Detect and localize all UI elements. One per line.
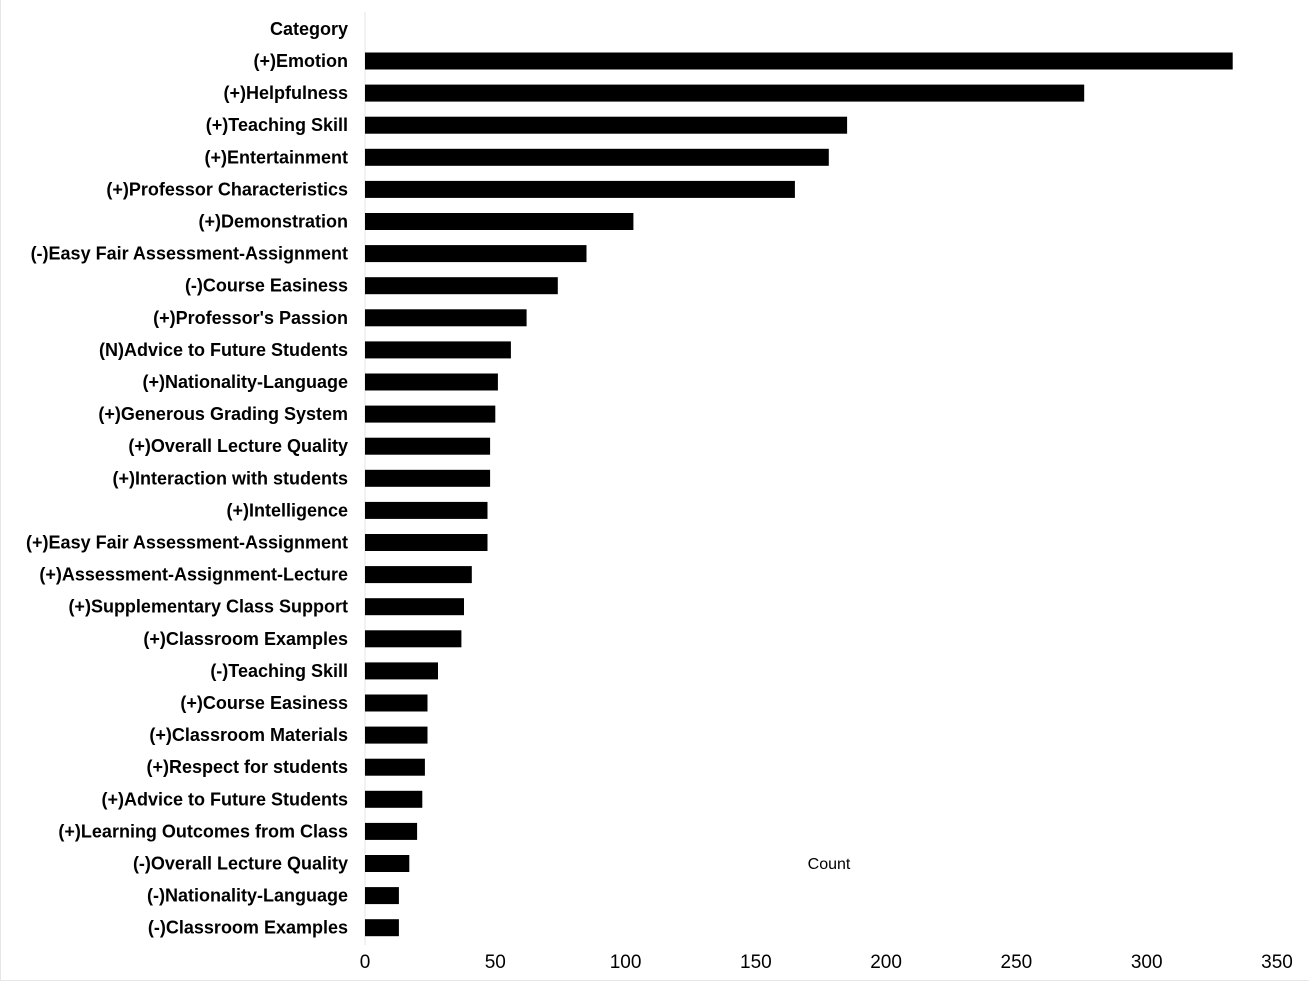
- category-label: (+)Demonstration: [198, 212, 348, 232]
- category-label: (-)Nationality-Language: [147, 886, 348, 906]
- bar: [365, 469, 491, 487]
- x-tick-label: 350: [1261, 952, 1293, 973]
- category-label: (+)Learning Outcomes from Class: [58, 821, 348, 841]
- category-label: (+)Emotion: [254, 51, 349, 71]
- bar: [365, 822, 418, 840]
- category-label: (-)Classroom Examples: [148, 918, 348, 938]
- bar: [365, 309, 527, 327]
- bar: [365, 277, 558, 295]
- x-tick-label: 100: [610, 952, 642, 973]
- bar: [365, 566, 472, 584]
- bar: [365, 213, 634, 230]
- bar: [365, 501, 488, 519]
- bar: [365, 919, 399, 937]
- bars-group: [365, 52, 1233, 937]
- category-label: (+)Helpfulness: [223, 83, 348, 103]
- bar: [365, 116, 848, 134]
- bar: [365, 405, 496, 423]
- bar: [365, 694, 428, 712]
- bar: [365, 630, 462, 648]
- category-label: (-)Teaching Skill: [210, 661, 348, 681]
- bar: [365, 855, 410, 872]
- bar: [365, 598, 464, 616]
- category-labels-group: (+)Emotion (+)Helpfulness (+)Teaching Skil…: [26, 51, 348, 938]
- bar: [365, 148, 829, 166]
- category-label: (+)Teaching Skill: [206, 115, 348, 135]
- category-label: (+)Generous Grading System: [98, 404, 348, 424]
- bar: [365, 52, 1233, 70]
- x-tick-label: 50: [485, 952, 506, 973]
- x-tick-label: 0: [360, 952, 371, 973]
- category-label: (-)Course Easiness: [185, 276, 348, 296]
- category-label: (+)Respect for students: [146, 757, 348, 777]
- bar: [365, 341, 511, 359]
- category-label: (+)Interaction with students: [112, 468, 348, 488]
- category-label: (+)Professor Characteristics: [106, 179, 348, 199]
- bar: [365, 662, 438, 680]
- category-label: (+)Assessment-Assignment-Lecture: [39, 565, 348, 585]
- bar: [365, 887, 399, 905]
- category-label: (-)Easy Fair Assessment-Assignment: [31, 244, 348, 264]
- category-label: (+)Overall Lecture Quality: [128, 436, 348, 456]
- category-label: (+)Classroom Examples: [143, 629, 348, 649]
- category-label: (+)Nationality-Language: [142, 372, 348, 392]
- category-header: Category: [270, 19, 348, 39]
- category-label: (-)Overall Lecture Quality: [133, 854, 348, 874]
- category-label: (+)Classroom Materials: [149, 725, 348, 745]
- category-label: (+)Easy Fair Assessment-Assignment: [26, 533, 348, 553]
- x-tick-label: 200: [870, 952, 902, 973]
- x-tick-labels-group: 0 50 100 150 200 250 300 350: [360, 952, 1293, 973]
- category-label: (+)Professor's Passion: [153, 308, 348, 328]
- bar: [365, 373, 498, 391]
- category-label: (+)Course Easiness: [180, 693, 348, 713]
- x-axis-title: Count: [808, 856, 851, 873]
- bar: [365, 245, 587, 263]
- x-tick-label: 300: [1131, 952, 1163, 973]
- bar: [365, 534, 488, 551]
- category-label: (+)Advice to Future Students: [101, 789, 348, 809]
- bar: [365, 758, 425, 776]
- x-tick-label: 150: [740, 952, 772, 973]
- bar: [365, 84, 1085, 102]
- bar: [365, 726, 428, 744]
- bar: [365, 437, 491, 455]
- category-label: (+)Entertainment: [204, 147, 348, 167]
- category-label: (+)Intelligence: [226, 500, 348, 520]
- x-tick-label: 250: [1001, 952, 1033, 973]
- bar: [365, 790, 423, 808]
- category-label: (N)Advice to Future Students: [99, 340, 348, 360]
- category-label: (+)Supplementary Class Support: [68, 597, 348, 617]
- bar: [365, 180, 795, 198]
